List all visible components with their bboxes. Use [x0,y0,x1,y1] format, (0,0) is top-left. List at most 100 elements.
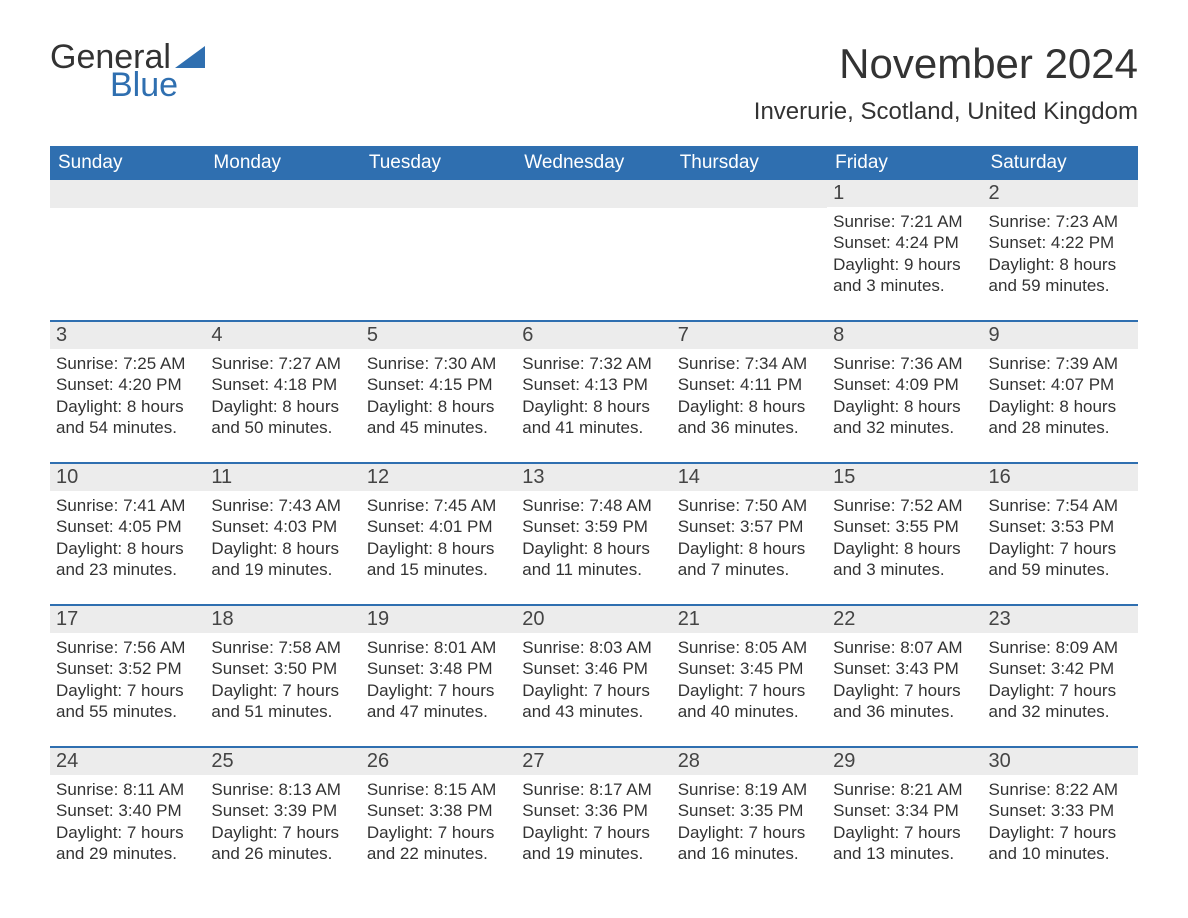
day-cell: 12Sunrise: 7:45 AMSunset: 4:01 PMDayligh… [361,464,516,586]
sunrise-text: Sunrise: 7:58 AM [211,637,354,658]
day-body: Sunrise: 8:01 AMSunset: 3:48 PMDaylight:… [361,633,516,722]
day-body: Sunrise: 8:05 AMSunset: 3:45 PMDaylight:… [672,633,827,722]
day-cell: 5Sunrise: 7:30 AMSunset: 4:15 PMDaylight… [361,322,516,444]
sunset-text: Sunset: 4:20 PM [56,374,199,395]
day-number: 30 [983,748,1138,775]
day-cell: 14Sunrise: 7:50 AMSunset: 3:57 PMDayligh… [672,464,827,586]
day-body: Sunrise: 7:23 AMSunset: 4:22 PMDaylight:… [983,207,1138,296]
day-body: Sunrise: 7:41 AMSunset: 4:05 PMDaylight:… [50,491,205,580]
daylight-text: Daylight: 7 hours and 47 minutes. [367,680,510,723]
day-body: Sunrise: 8:03 AMSunset: 3:46 PMDaylight:… [516,633,671,722]
day-cell: 8Sunrise: 7:36 AMSunset: 4:09 PMDaylight… [827,322,982,444]
week-row: 3 Sunrise: 7:25 AMSunset: 4:20 PM Daylight… [50,320,1138,444]
day-cell: 15Sunrise: 7:52 AMSunset: 3:55 PMDayligh… [827,464,982,586]
page-header: General Blue November 2024 Inverurie, Sc… [50,40,1138,138]
daylight-text: Daylight: 7 hours and 22 minutes. [367,822,510,865]
daylight-text: Daylight: 8 hours and 41 minutes. [522,396,665,439]
day-cell: 23Sunrise: 8:09 AMSunset: 3:42 PMDayligh… [983,606,1138,728]
sunrise-text: Sunrise: 7:50 AM [678,495,821,516]
sunrise-text: Sunrise: 8:21 AM [833,779,976,800]
sunset-text: Sunset: 3:50 PM [211,658,354,679]
daylight-text: Daylight: 8 hours and 28 minutes. [989,396,1132,439]
day-body: Sunrise: 7:52 AMSunset: 3:55 PMDaylight:… [827,491,982,580]
sunset-text: Sunset: 4:18 PM [211,374,354,395]
day-number: 25 [205,748,360,775]
sunset-text: Sunset: 4:22 PM [989,232,1132,253]
day-number: 29 [827,748,982,775]
day-of-week-cell: Thursday [672,146,827,180]
calendar: SundayMondayTuesdayWednesdayThursdayFrid… [50,146,1138,870]
day-cell: 24Sunrise: 8:11 AMSunset: 3:40 PMDayligh… [50,748,205,870]
sunrise-text: Sunrise: 8:07 AM [833,637,976,658]
day-number: 24 [50,748,205,775]
daylight-text: Daylight: 8 hours and 45 minutes. [367,396,510,439]
day-cell: 17Sunrise: 7:56 AMSunset: 3:52 PMDayligh… [50,606,205,728]
sunrise-text: Sunrise: 7:56 AM [56,637,199,658]
day-body: Sunrise: 7:56 AMSunset: 3:52 PMDaylight:… [50,633,205,722]
day-cell: 28Sunrise: 8:19 AMSunset: 3:35 PMDayligh… [672,748,827,870]
sunset-text: Sunset: 3:36 PM [522,800,665,821]
day-number: 3 [50,322,205,349]
sunset-text: Sunset: 3:46 PM [522,658,665,679]
sunrise-text: Sunrise: 7:25 AM [56,353,199,374]
sunset-text: Sunset: 4:09 PM [833,374,976,395]
day-cell: 16Sunrise: 7:54 AMSunset: 3:53 PMDayligh… [983,464,1138,586]
day-body: Sunrise: 7:50 AMSunset: 3:57 PMDaylight:… [672,491,827,580]
day-number: 27 [516,748,671,775]
day-cell [50,180,205,302]
sunset-text: Sunset: 3:38 PM [367,800,510,821]
daylight-text: Daylight: 8 hours and 23 minutes. [56,538,199,581]
day-of-week-cell: Friday [827,146,982,180]
daylight-text: Daylight: 7 hours and 32 minutes. [989,680,1132,723]
day-number: 1 [827,180,982,207]
daylight-text: Daylight: 7 hours and 16 minutes. [678,822,821,865]
day-number: 5 [361,322,516,349]
day-body: Sunrise: 7:30 AMSunset: 4:15 PMDaylight:… [361,349,516,438]
sunrise-text: Sunrise: 7:23 AM [989,211,1132,232]
day-number: 18 [205,606,360,633]
daylight-text: Daylight: 8 hours and 3 minutes. [833,538,976,581]
day-number: 22 [827,606,982,633]
day-cell [361,180,516,302]
sunset-text: Sunset: 3:45 PM [678,658,821,679]
sunset-text: Sunset: 4:13 PM [522,374,665,395]
sunset-text: Sunset: 3:52 PM [56,658,199,679]
daylight-text: Daylight: 8 hours and 11 minutes. [522,538,665,581]
daylight-text: Daylight: 7 hours and 55 minutes. [56,680,199,723]
day-body: Sunrise: 8:21 AMSunset: 3:34 PMDaylight:… [827,775,982,864]
daylight-text: Daylight: 7 hours and 10 minutes. [989,822,1132,865]
month-title: November 2024 [754,40,1138,88]
day-body: Sunrise: 8:19 AMSunset: 3:35 PMDaylight:… [672,775,827,864]
daylight-text: Daylight: 8 hours and 19 minutes. [211,538,354,581]
day-body: Sunrise: 8:13 AMSunset: 3:39 PMDaylight:… [205,775,360,864]
week-row: 24Sunrise: 8:11 AMSunset: 3:40 PMDayligh… [50,746,1138,870]
day-number: 14 [672,464,827,491]
day-number: 28 [672,748,827,775]
daylight-text: Daylight: 7 hours and 26 minutes. [211,822,354,865]
sunrise-text: Sunrise: 7:32 AM [522,353,665,374]
sunset-text: Sunset: 3:55 PM [833,516,976,537]
day-cell: 25Sunrise: 8:13 AMSunset: 3:39 PMDayligh… [205,748,360,870]
sunset-text: Sunset: 3:33 PM [989,800,1132,821]
day-body: Sunrise: 7:32 AMSunset: 4:13 PMDaylight:… [516,349,671,438]
sunset-text: Sunset: 3:48 PM [367,658,510,679]
day-cell: 29Sunrise: 8:21 AMSunset: 3:34 PMDayligh… [827,748,982,870]
sunrise-text: Sunrise: 7:48 AM [522,495,665,516]
day-of-week-cell: Wednesday [516,146,671,180]
day-cell: 9Sunrise: 7:39 AMSunset: 4:07 PMDaylight… [983,322,1138,444]
sunset-text: Sunset: 3:53 PM [989,516,1132,537]
day-body: Sunrise: 8:09 AMSunset: 3:42 PMDaylight:… [983,633,1138,722]
day-cell: 26Sunrise: 8:15 AMSunset: 3:38 PMDayligh… [361,748,516,870]
day-number [205,180,360,208]
day-cell: 3Sunrise: 7:25 AMSunset: 4:20 PMDaylight… [50,322,205,444]
day-body: Sunrise: 8:15 AMSunset: 3:38 PMDaylight:… [361,775,516,864]
sunset-text: Sunset: 4:11 PM [678,374,821,395]
daylight-text: Daylight: 7 hours and 43 minutes. [522,680,665,723]
logo-word-2: Blue [110,68,205,102]
day-number: 21 [672,606,827,633]
daylight-text: Daylight: 8 hours and 59 minutes. [989,254,1132,297]
day-cell: 7Sunrise: 7:34 AMSunset: 4:11 PMDaylight… [672,322,827,444]
day-number: 4 [205,322,360,349]
sunrise-text: Sunrise: 8:01 AM [367,637,510,658]
location-subtitle: Inverurie, Scotland, United Kingdom [754,98,1138,126]
